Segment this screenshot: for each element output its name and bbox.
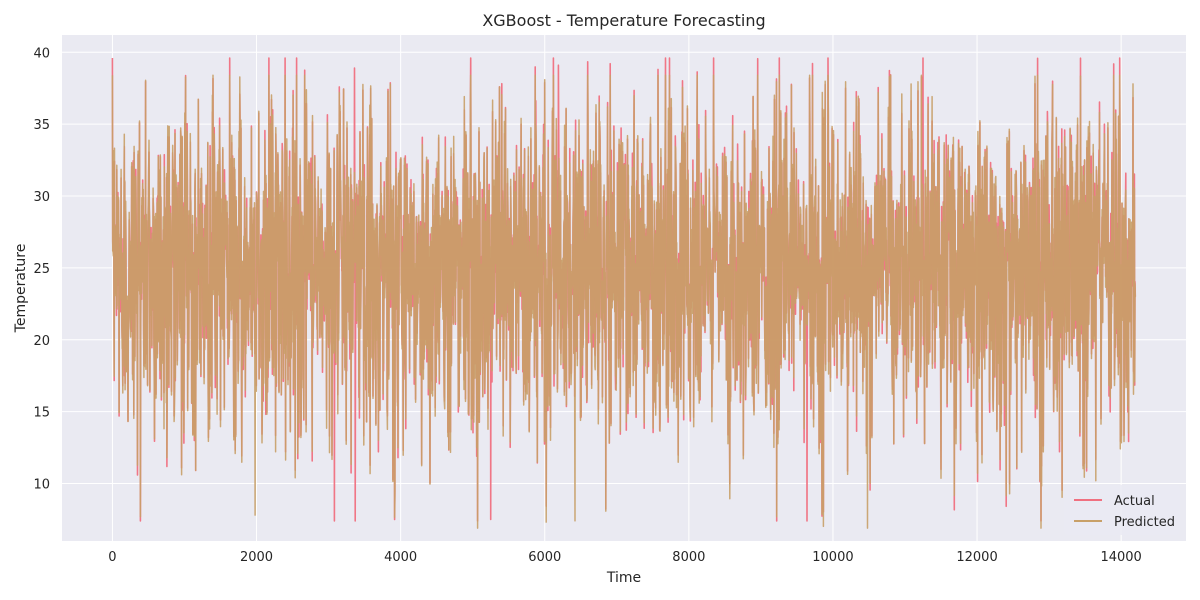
- y-tick-label: 10: [33, 478, 50, 493]
- legend-label-predicted: Predicted: [1114, 515, 1175, 530]
- y-tick-label: 20: [33, 334, 50, 349]
- x-tick-label: 2000: [240, 550, 273, 565]
- x-tick-label: 6000: [528, 550, 561, 565]
- y-tick-label: 15: [33, 406, 50, 421]
- y-axis-label: Temperature: [13, 244, 29, 334]
- chart-title: XGBoost - Temperature Forecasting: [482, 11, 765, 30]
- x-tick-label: 8000: [672, 550, 705, 565]
- y-tick-label: 30: [33, 190, 50, 205]
- x-tick-label: 0: [108, 550, 116, 565]
- x-tick-label: 4000: [384, 550, 417, 565]
- series-layer: [111, 57, 1137, 529]
- x-tick-label: 14000: [1100, 550, 1141, 565]
- y-tick-label: 25: [33, 262, 50, 277]
- x-tick-label: 10000: [812, 550, 853, 565]
- x-axis-label: Time: [606, 570, 641, 586]
- tick-labels: 0 2000 4000 6000 8000 10000 12000 14000 10 15 20 25…: [33, 46, 1141, 565]
- series-line-predicted: [111, 74, 1137, 529]
- legend-label-actual: Actual: [1114, 494, 1155, 509]
- y-tick-label: 35: [33, 118, 50, 133]
- legend: Actual Predicted: [1064, 485, 1180, 535]
- x-tick-label: 12000: [956, 550, 997, 565]
- legend-box: [1064, 485, 1180, 535]
- y-tick-label: 40: [33, 46, 50, 61]
